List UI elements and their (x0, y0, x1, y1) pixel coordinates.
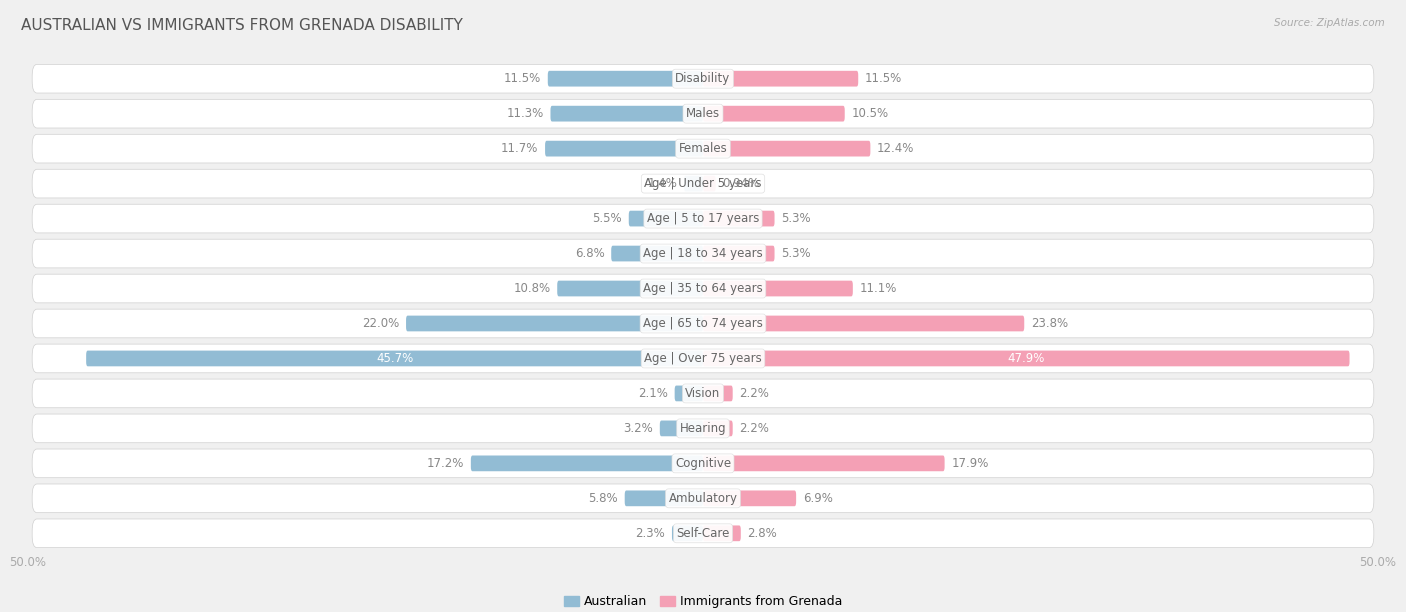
FancyBboxPatch shape (32, 344, 1374, 373)
FancyBboxPatch shape (703, 490, 796, 506)
FancyBboxPatch shape (32, 204, 1374, 233)
Text: 11.3%: 11.3% (506, 107, 544, 120)
Text: 2.2%: 2.2% (740, 422, 769, 435)
Legend: Australian, Immigrants from Grenada: Australian, Immigrants from Grenada (564, 595, 842, 608)
Text: 45.7%: 45.7% (375, 352, 413, 365)
Text: Females: Females (679, 142, 727, 155)
FancyBboxPatch shape (672, 526, 703, 541)
FancyBboxPatch shape (703, 351, 1350, 367)
FancyBboxPatch shape (471, 455, 703, 471)
FancyBboxPatch shape (703, 281, 853, 296)
FancyBboxPatch shape (32, 134, 1374, 163)
Text: Self-Care: Self-Care (676, 527, 730, 540)
FancyBboxPatch shape (703, 386, 733, 401)
Text: 5.3%: 5.3% (782, 247, 811, 260)
FancyBboxPatch shape (32, 414, 1374, 442)
Text: Cognitive: Cognitive (675, 457, 731, 470)
FancyBboxPatch shape (86, 351, 703, 367)
FancyBboxPatch shape (32, 64, 1374, 93)
FancyBboxPatch shape (703, 176, 716, 192)
FancyBboxPatch shape (703, 316, 1024, 331)
Text: Age | 5 to 17 years: Age | 5 to 17 years (647, 212, 759, 225)
FancyBboxPatch shape (32, 274, 1374, 303)
Text: AUSTRALIAN VS IMMIGRANTS FROM GRENADA DISABILITY: AUSTRALIAN VS IMMIGRANTS FROM GRENADA DI… (21, 18, 463, 34)
Text: 10.5%: 10.5% (852, 107, 889, 120)
FancyBboxPatch shape (406, 316, 703, 331)
Text: Age | 35 to 64 years: Age | 35 to 64 years (643, 282, 763, 295)
Text: 22.0%: 22.0% (363, 317, 399, 330)
FancyBboxPatch shape (551, 106, 703, 122)
Text: 11.5%: 11.5% (503, 72, 541, 85)
Text: Males: Males (686, 107, 720, 120)
Text: 5.3%: 5.3% (782, 212, 811, 225)
Text: Source: ZipAtlas.com: Source: ZipAtlas.com (1274, 18, 1385, 28)
Text: Age | 18 to 34 years: Age | 18 to 34 years (643, 247, 763, 260)
FancyBboxPatch shape (32, 99, 1374, 128)
Text: 5.8%: 5.8% (588, 492, 619, 505)
FancyBboxPatch shape (703, 455, 945, 471)
Text: 2.3%: 2.3% (636, 527, 665, 540)
Text: 2.1%: 2.1% (638, 387, 668, 400)
FancyBboxPatch shape (703, 420, 733, 436)
Text: 11.7%: 11.7% (501, 142, 538, 155)
Text: Vision: Vision (685, 387, 721, 400)
FancyBboxPatch shape (32, 170, 1374, 198)
FancyBboxPatch shape (659, 420, 703, 436)
Text: 2.2%: 2.2% (740, 387, 769, 400)
Text: 5.5%: 5.5% (592, 212, 621, 225)
FancyBboxPatch shape (685, 176, 703, 192)
Text: 6.9%: 6.9% (803, 492, 832, 505)
Text: 47.9%: 47.9% (1008, 352, 1045, 365)
FancyBboxPatch shape (32, 449, 1374, 478)
Text: 1.4%: 1.4% (648, 177, 678, 190)
Text: 17.9%: 17.9% (952, 457, 988, 470)
Text: 12.4%: 12.4% (877, 142, 914, 155)
Text: Age | Over 75 years: Age | Over 75 years (644, 352, 762, 365)
FancyBboxPatch shape (546, 141, 703, 157)
FancyBboxPatch shape (703, 71, 858, 86)
Text: 11.5%: 11.5% (865, 72, 903, 85)
FancyBboxPatch shape (628, 211, 703, 226)
FancyBboxPatch shape (624, 490, 703, 506)
Text: 10.8%: 10.8% (513, 282, 551, 295)
Text: 2.8%: 2.8% (748, 527, 778, 540)
FancyBboxPatch shape (703, 245, 775, 261)
Text: Ambulatory: Ambulatory (668, 492, 738, 505)
FancyBboxPatch shape (32, 519, 1374, 548)
Text: 11.1%: 11.1% (859, 282, 897, 295)
Text: 17.2%: 17.2% (426, 457, 464, 470)
FancyBboxPatch shape (32, 484, 1374, 513)
Text: 23.8%: 23.8% (1031, 317, 1069, 330)
FancyBboxPatch shape (703, 106, 845, 122)
FancyBboxPatch shape (32, 239, 1374, 268)
FancyBboxPatch shape (32, 379, 1374, 408)
Text: 0.94%: 0.94% (723, 177, 759, 190)
FancyBboxPatch shape (32, 309, 1374, 338)
Text: Disability: Disability (675, 72, 731, 85)
FancyBboxPatch shape (557, 281, 703, 296)
Text: 3.2%: 3.2% (623, 422, 652, 435)
FancyBboxPatch shape (703, 141, 870, 157)
FancyBboxPatch shape (703, 526, 741, 541)
FancyBboxPatch shape (675, 386, 703, 401)
FancyBboxPatch shape (612, 245, 703, 261)
Text: Age | 65 to 74 years: Age | 65 to 74 years (643, 317, 763, 330)
Text: Age | Under 5 years: Age | Under 5 years (644, 177, 762, 190)
Text: 6.8%: 6.8% (575, 247, 605, 260)
FancyBboxPatch shape (548, 71, 703, 86)
Text: Hearing: Hearing (679, 422, 727, 435)
FancyBboxPatch shape (703, 211, 775, 226)
